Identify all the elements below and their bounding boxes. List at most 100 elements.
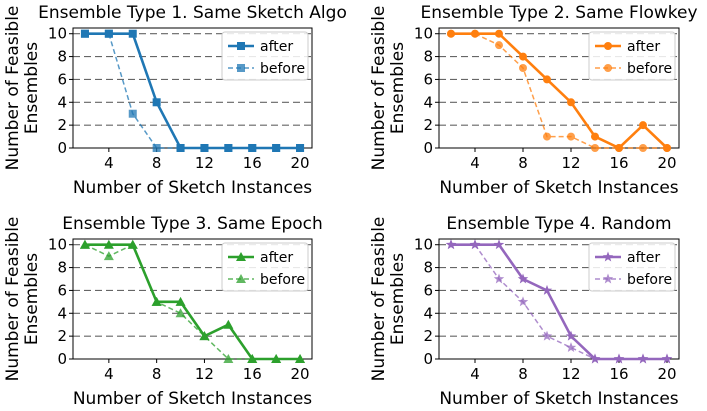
y-axis-label: Number of Feasible xyxy=(369,6,389,171)
y-tick-label: 8 xyxy=(423,259,433,277)
y-tick-label: 6 xyxy=(57,281,67,299)
data-point-after xyxy=(248,144,257,152)
data-point-after xyxy=(271,354,282,363)
chart-panel-1: 0 2 4 6 8 10 4 8 12 16 20 Ensemble Type 1. Same Ske… xyxy=(3,3,347,198)
data-point-after xyxy=(447,29,455,38)
x-tick-label: 20 xyxy=(291,154,310,172)
legend-label: after xyxy=(260,250,293,266)
y-tick-label: 2 xyxy=(423,116,433,134)
data-point-after xyxy=(495,29,503,38)
data-point-after xyxy=(661,353,673,364)
data-point-after xyxy=(175,296,186,306)
chart-title: Ensemble Type 1. Same Sketch Algo xyxy=(38,3,347,23)
y-tick-label: 2 xyxy=(57,327,67,345)
data-point-after xyxy=(151,296,162,306)
x-axis-label: Number of Sketch Instances xyxy=(73,389,312,409)
data-point-after xyxy=(247,354,258,363)
x-tick-label: 16 xyxy=(609,365,628,383)
x-tick-label: 12 xyxy=(561,154,580,172)
x-tick-label: 20 xyxy=(291,365,310,383)
series-line-before xyxy=(451,243,667,360)
y-axis-label: Ensembles xyxy=(22,42,42,134)
data-point-before xyxy=(103,251,114,261)
data-point-after xyxy=(639,121,647,130)
data-point-after xyxy=(128,29,137,38)
legend-label: before xyxy=(260,61,305,77)
data-point-before xyxy=(493,273,505,284)
data-point-after xyxy=(152,98,161,107)
data-point-before xyxy=(565,342,577,353)
y-tick-label: 0 xyxy=(57,139,67,157)
chart-panel-4: 0 2 4 6 8 10 4 8 12 16 20 Ensemble Type 4. Random Nu… xyxy=(369,214,680,409)
data-point-before xyxy=(543,132,551,141)
data-point-before xyxy=(591,144,599,152)
series-line-after xyxy=(84,243,301,361)
data-point-after xyxy=(79,239,90,249)
chart-panel-2: 0 2 4 6 8 10 4 8 12 16 20 Ensemble Type 2. Same Flo… xyxy=(369,3,698,198)
series-line-after xyxy=(451,32,668,150)
chart-title: Ensemble Type 3. Same Epoch xyxy=(62,214,323,234)
legend-marker-before xyxy=(236,274,246,283)
y-tick-label: 8 xyxy=(57,259,67,277)
data-point-before xyxy=(175,308,186,318)
legend-label: before xyxy=(627,61,672,77)
data-point-after xyxy=(519,52,527,61)
x-tick-label: 12 xyxy=(561,365,580,383)
y-tick-label: 4 xyxy=(423,304,433,322)
data-point-before xyxy=(495,41,503,50)
data-point-after xyxy=(272,144,281,152)
y-tick-label: 6 xyxy=(57,70,67,88)
data-point-after xyxy=(469,239,481,250)
y-tick-label: 10 xyxy=(414,25,433,43)
data-point-after xyxy=(615,144,623,152)
x-tick-label: 8 xyxy=(152,154,162,172)
data-point-after xyxy=(176,144,185,152)
y-axis-label: Ensembles xyxy=(388,42,408,134)
x-tick-label: 20 xyxy=(657,154,676,172)
data-point-after xyxy=(127,239,138,249)
series-line-after xyxy=(84,32,301,150)
y-tick-label: 4 xyxy=(57,93,67,111)
x-tick-label: 12 xyxy=(195,154,214,172)
legend-marker-before xyxy=(602,273,614,284)
y-tick-label: 2 xyxy=(423,327,433,345)
y-axis-label: Ensembles xyxy=(388,253,408,345)
chart-panel-3: 0 2 4 6 8 10 4 8 12 16 20 Ensemble Type 3. Same Epo… xyxy=(3,214,323,409)
data-point-after xyxy=(637,353,649,364)
legend-label: after xyxy=(627,39,660,55)
data-point-before xyxy=(517,296,529,307)
data-point-after xyxy=(223,319,234,329)
x-tick-label: 16 xyxy=(243,154,262,172)
x-tick-label: 4 xyxy=(104,365,114,383)
y-tick-label: 2 xyxy=(57,116,67,134)
legend-marker-after xyxy=(604,42,612,50)
data-point-before xyxy=(567,132,575,141)
series-line-after xyxy=(451,243,667,361)
y-axis-label: Number of Feasible xyxy=(369,217,389,382)
y-tick-label: 0 xyxy=(57,350,67,368)
data-point-after xyxy=(296,144,305,152)
legend-marker-before xyxy=(604,64,612,72)
data-point-after xyxy=(493,239,505,250)
x-tick-label: 8 xyxy=(518,365,528,383)
data-point-after xyxy=(591,132,599,141)
legend-label: after xyxy=(260,39,293,55)
x-tick-label: 16 xyxy=(243,365,262,383)
x-tick-label: 4 xyxy=(470,365,480,383)
y-axis-label: Ensembles xyxy=(22,253,42,345)
data-point-after xyxy=(445,239,457,250)
x-tick-label: 8 xyxy=(518,154,528,172)
chart-title: Ensemble Type 2. Same Flowkey xyxy=(420,3,697,23)
data-point-after xyxy=(471,29,479,38)
y-tick-label: 4 xyxy=(423,93,433,111)
legend-marker-after xyxy=(236,252,246,261)
data-point-after xyxy=(199,331,210,341)
y-tick-label: 10 xyxy=(414,236,433,254)
series-line-before xyxy=(451,32,667,149)
legend-marker-before xyxy=(237,64,245,72)
x-tick-label: 8 xyxy=(152,365,162,383)
data-point-after xyxy=(613,353,625,364)
data-point-before xyxy=(152,144,161,152)
x-tick-label: 4 xyxy=(104,154,114,172)
y-tick-label: 6 xyxy=(423,281,433,299)
